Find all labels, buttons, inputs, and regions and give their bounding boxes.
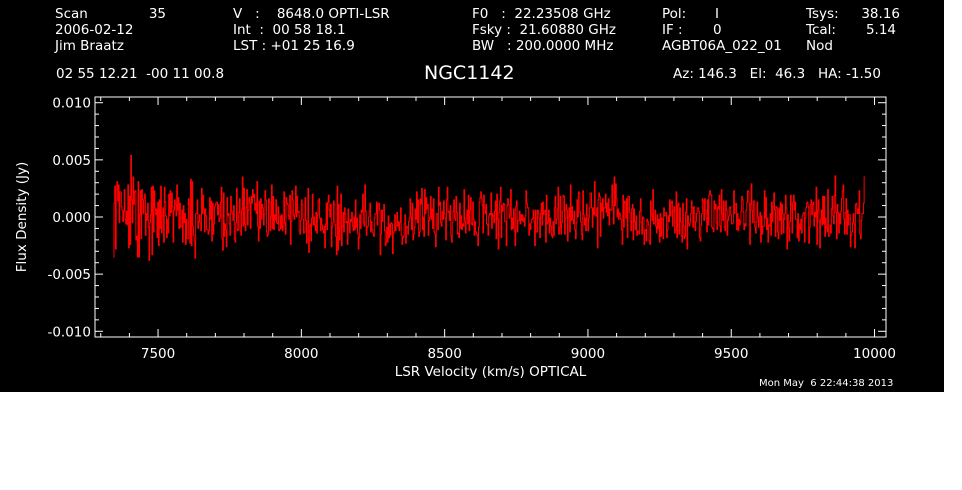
pointing-info: Az: 146.3 El: 46.3 HA: -1.50	[673, 66, 881, 82]
spectrum-trace	[113, 154, 865, 261]
plot-frame	[94, 96, 887, 338]
switching-mode: Nod	[806, 38, 833, 54]
y-tick-label: -0.005	[47, 267, 91, 283]
tsys-value: 38.16	[861, 6, 900, 22]
source-coordinates: 02 55 12.21 -00 11 00.8	[56, 66, 225, 82]
x-tick-label: 10000	[853, 346, 896, 362]
velocity-info: V : 8648.0 OPTI-LSR	[233, 6, 390, 22]
plot-window: Scan 35 2006-02-12 Jim Braatz V : 8648.0…	[0, 0, 944, 392]
sky-frequency: Fsky : 21.60880 GHz	[472, 22, 616, 38]
observer-name: Jim Braatz	[55, 38, 124, 54]
spectrum-trace-layer	[113, 154, 865, 261]
y-tick-label: 0.010	[52, 96, 91, 112]
if-value: 0	[713, 22, 722, 38]
scan-number: 35	[148, 6, 166, 22]
x-tick-label: 7500	[141, 346, 175, 362]
axis-layer	[94, 96, 887, 338]
lst-info: LST : +01 25 16.9	[233, 38, 355, 54]
tcal-label: Tcal:	[806, 22, 836, 38]
y-tick-label: 0.000	[52, 210, 91, 226]
scan-label: Scan	[55, 6, 88, 22]
axis-label-layer: 7500 8000 8500 9000 9500 10000 -0.010 -0.005 0.0…	[14, 96, 896, 380]
x-tick-label: 9000	[571, 346, 605, 362]
tcal-value: 5.14	[865, 22, 896, 38]
obs-date: 2006-02-12	[55, 22, 134, 38]
bandwidth: BW : 200.0000 MHz	[472, 38, 614, 54]
y-tick-label: 0.005	[52, 153, 91, 169]
y-tick-label: -0.010	[47, 324, 91, 340]
source-name: NGC1142	[424, 62, 515, 84]
polarization-label: Pol:	[662, 6, 687, 22]
tsys-label: Tsys:	[806, 6, 839, 22]
timestamp: Mon May 6 22:44:38 2013	[759, 378, 894, 389]
polarization-value: I	[715, 6, 719, 22]
spectrum-chart: 7500 8000 8500 9000 9500 10000 -0.010 -0.005 0.0…	[14, 96, 896, 380]
project-id: AGBT06A_022_01	[662, 38, 782, 54]
if-label: IF :	[662, 22, 683, 38]
rest-frequency: F0 : 22.23508 GHz	[472, 6, 611, 22]
integration-time: Int : 00 58 18.1	[233, 22, 346, 38]
x-tick-label: 8500	[427, 346, 461, 362]
x-tick-label: 8000	[284, 346, 318, 362]
x-axis-title: LSR Velocity (km/s) OPTICAL	[395, 364, 587, 380]
y-axis-title: Flux Density (Jy)	[14, 162, 30, 272]
x-tick-label: 9500	[714, 346, 748, 362]
